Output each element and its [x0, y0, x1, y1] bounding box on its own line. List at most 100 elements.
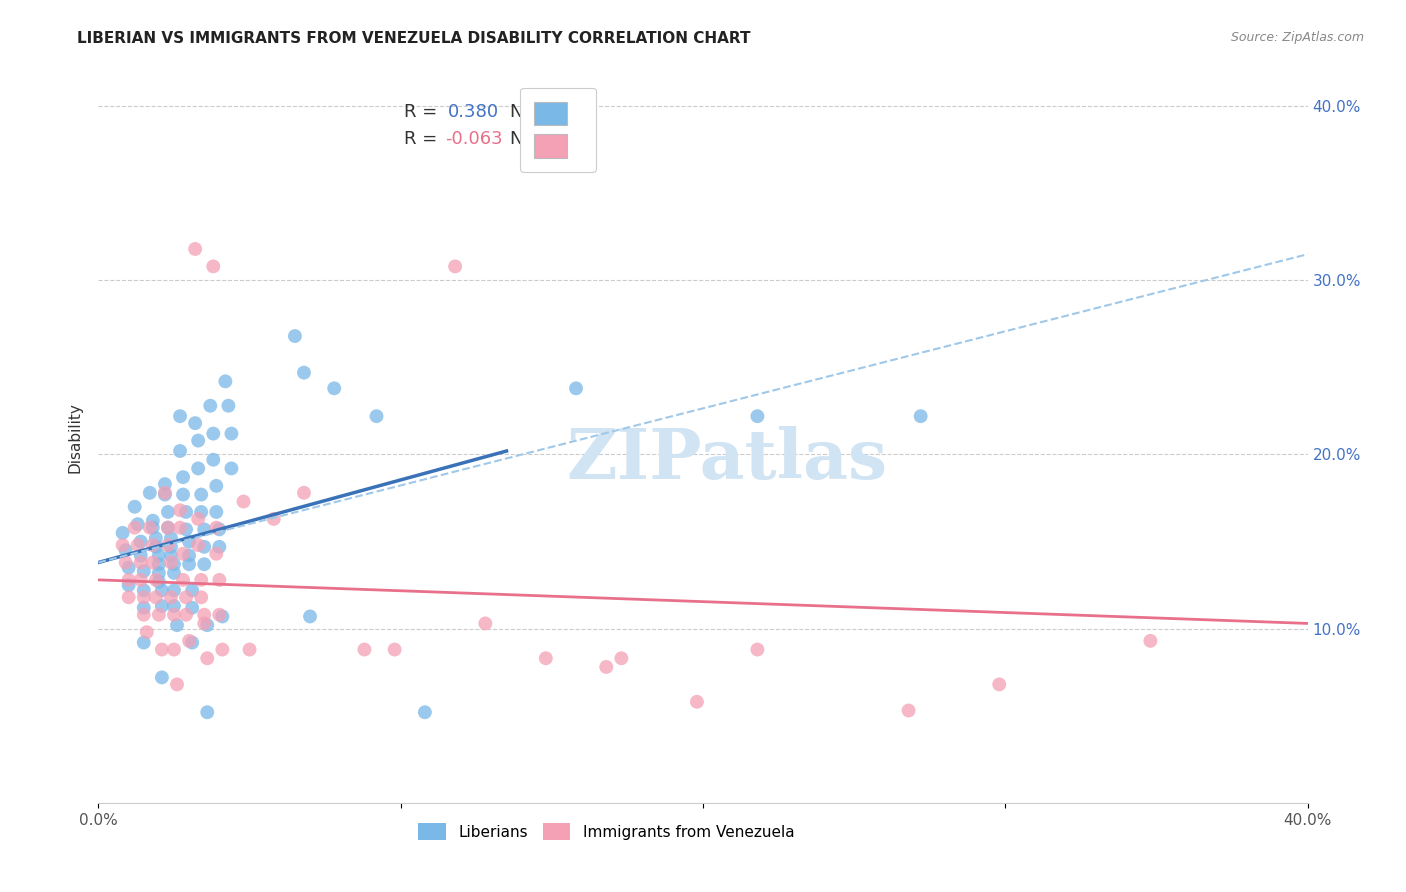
Point	[214, 375, 236, 389]
Text: R =: R =	[405, 129, 437, 148]
Point	[897, 704, 920, 718]
Point	[163, 607, 186, 622]
Point	[169, 444, 191, 458]
Point	[217, 399, 239, 413]
Point	[118, 578, 141, 592]
Point	[174, 505, 197, 519]
Point	[190, 505, 212, 519]
Point	[208, 522, 231, 536]
Point	[148, 607, 170, 622]
Text: N =: N =	[509, 129, 544, 148]
Text: Source: ZipAtlas.com: Source: ZipAtlas.com	[1230, 31, 1364, 45]
Point	[181, 600, 204, 615]
Point	[193, 522, 215, 536]
Point	[153, 485, 176, 500]
Point	[187, 512, 209, 526]
Point	[187, 461, 209, 475]
Point	[111, 538, 134, 552]
Point	[163, 583, 186, 598]
Point	[111, 525, 134, 540]
Point	[156, 538, 179, 552]
Point	[142, 521, 165, 535]
Point	[160, 591, 183, 605]
Point	[292, 485, 315, 500]
Point	[148, 558, 170, 572]
Point	[747, 642, 769, 657]
Point	[193, 540, 215, 554]
Point	[132, 607, 155, 622]
Point	[193, 607, 215, 622]
Point	[160, 540, 183, 554]
Point	[202, 260, 225, 274]
Point	[292, 366, 315, 380]
Point	[174, 522, 197, 536]
Point	[172, 573, 194, 587]
Point	[187, 434, 209, 448]
Point	[139, 521, 162, 535]
Point	[163, 566, 186, 580]
Point	[747, 409, 769, 424]
Point	[156, 521, 179, 535]
Point	[474, 616, 496, 631]
Point	[190, 591, 212, 605]
Point	[187, 538, 209, 552]
Point	[179, 633, 201, 648]
Point	[179, 534, 201, 549]
Point	[118, 591, 141, 605]
Point	[132, 583, 155, 598]
Point	[193, 616, 215, 631]
Point	[181, 583, 204, 598]
Text: ZIPatlas: ZIPatlas	[567, 425, 887, 492]
Text: 79: 79	[541, 103, 564, 120]
Point	[150, 583, 173, 598]
Point	[166, 677, 188, 691]
Text: R =: R =	[405, 103, 437, 120]
Point	[135, 625, 157, 640]
Point	[190, 573, 212, 587]
Point	[202, 426, 225, 441]
Point	[145, 591, 167, 605]
Text: -0.063: -0.063	[446, 129, 503, 148]
Point	[124, 521, 146, 535]
Point	[208, 540, 231, 554]
Point	[181, 635, 204, 649]
Point	[232, 494, 254, 508]
Point	[239, 642, 262, 657]
Point	[148, 549, 170, 563]
Point	[163, 599, 186, 613]
Text: 64: 64	[541, 129, 564, 148]
Point	[200, 399, 222, 413]
Point	[129, 549, 152, 563]
Point	[174, 591, 197, 605]
Point	[323, 381, 346, 395]
Point	[205, 505, 228, 519]
Point	[172, 547, 194, 561]
Point	[142, 556, 165, 570]
Point	[142, 538, 165, 552]
Text: 0.380: 0.380	[449, 103, 499, 120]
Point	[118, 560, 141, 574]
Point	[142, 514, 165, 528]
Y-axis label: Disability: Disability	[67, 401, 83, 473]
Point	[193, 558, 215, 572]
Point	[195, 705, 218, 719]
Point	[156, 521, 179, 535]
Point	[129, 534, 152, 549]
Point	[366, 409, 388, 424]
Point	[195, 618, 218, 632]
Point	[139, 485, 162, 500]
Point	[444, 260, 467, 274]
Point	[150, 599, 173, 613]
Point	[129, 573, 152, 587]
Point	[610, 651, 633, 665]
Point	[174, 607, 197, 622]
Point	[263, 512, 285, 526]
Point	[169, 409, 191, 424]
Point	[124, 500, 146, 514]
Point	[211, 642, 233, 657]
Point	[129, 556, 152, 570]
Point	[127, 538, 149, 552]
Point	[156, 505, 179, 519]
Point	[169, 521, 191, 535]
Point	[221, 461, 243, 475]
